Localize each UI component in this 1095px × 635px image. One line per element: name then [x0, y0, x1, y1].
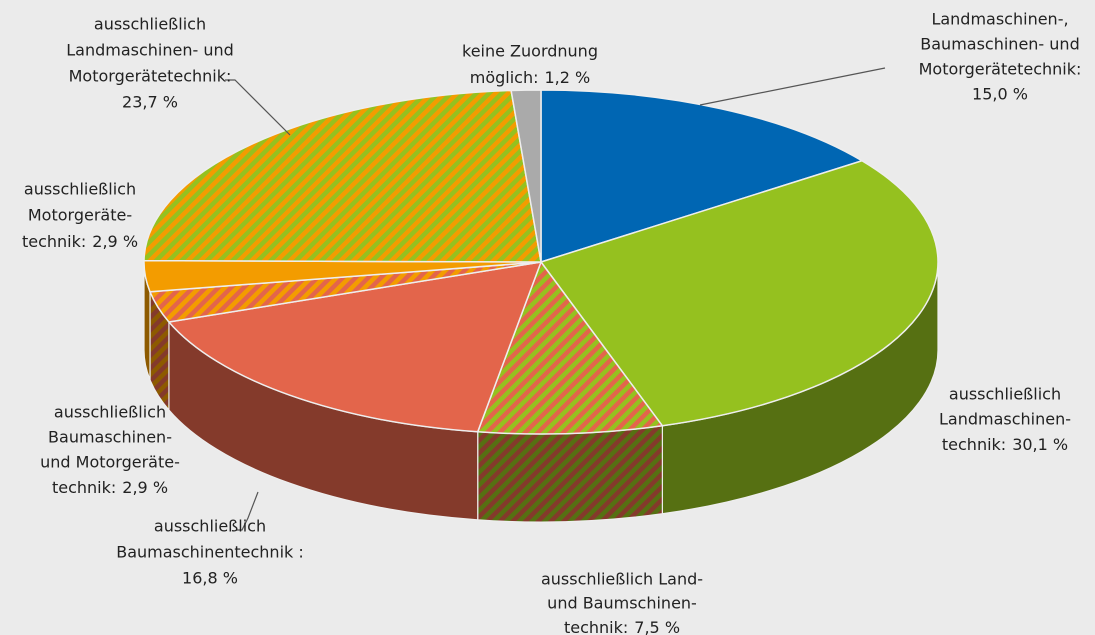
slice-label: ausschließlich	[94, 15, 206, 34]
slice-value-label: 1,2 %	[545, 68, 591, 87]
slice-label: Landmaschinen-,	[931, 10, 1068, 29]
leader-line	[699, 67, 886, 106]
slice-label: ausschließlich	[54, 403, 166, 422]
slice-value-label: 15,0 %	[972, 85, 1028, 104]
slice-label: technik: 7,5 %	[564, 618, 680, 635]
slice-label: Baumaschinentechnik :	[116, 543, 304, 562]
slice-label: technik: 2,9 %	[22, 232, 138, 251]
slice	[540, 89, 864, 264]
slice	[476, 260, 664, 435]
slice-value-label: 2,9 %	[122, 478, 168, 497]
slice-side	[662, 262, 938, 514]
slice-value-label: 7,5 %	[634, 618, 680, 635]
slice-label: Motorgerätetechnik:	[69, 67, 232, 86]
slice-label: Baumaschinen-	[48, 428, 172, 447]
slice-label: Motorgeräte-	[28, 206, 132, 225]
leader-line	[236, 491, 259, 531]
slice-label: technik: 2,9 %	[52, 478, 168, 497]
pie-tops	[143, 89, 939, 435]
slice	[539, 159, 939, 427]
slice-label: ausschließlich	[949, 385, 1061, 404]
slice-side	[477, 425, 663, 522]
slice-label: und Motorgeräte-	[40, 453, 180, 472]
slice-label-name: technik:	[942, 435, 1006, 454]
slice-value-label: 2,9 %	[92, 232, 138, 251]
slice-value-label: 23,7 %	[122, 93, 178, 112]
slice-label: ausschließlich Land-	[541, 570, 703, 589]
slice-side	[144, 262, 151, 380]
slice-label: Landmaschinen-	[939, 410, 1071, 429]
slice-value-label: 30,1 %	[1012, 435, 1068, 454]
slice-label: ausschließlich	[154, 517, 266, 536]
slice-side	[150, 291, 169, 410]
slice-label: Landmaschinen- und	[66, 41, 234, 60]
slice-label: und Baumschinen-	[547, 594, 697, 613]
slice-label: Motorgerätetechnik:	[919, 60, 1082, 79]
slice	[510, 89, 542, 263]
slice	[143, 89, 542, 263]
leader-lines	[225, 67, 886, 531]
slice-label: ausschließlich	[24, 180, 136, 199]
labels: Landmaschinen-, Baumaschinen- und Motorger…	[22, 10, 1081, 635]
slice-label: Baumaschinen- und	[920, 35, 1079, 54]
slice-side-shade	[477, 425, 663, 523]
slice	[167, 261, 543, 433]
slice-label: keine Zuordnung	[462, 42, 598, 61]
slice-label: technik: 30,1 %	[942, 435, 1068, 454]
slice-label: möglich: 1,2 %	[470, 68, 590, 87]
leader-line	[225, 79, 291, 136]
slice-side	[168, 321, 478, 520]
slice-label-name: technik:	[52, 478, 116, 497]
pie-sides	[143, 261, 939, 523]
slice-label-name: technik:	[564, 618, 628, 635]
slice-label-name: möglich:	[470, 68, 539, 87]
slice-value-label: 16,8 %	[182, 569, 238, 588]
slice-label-name: technik:	[22, 232, 86, 251]
